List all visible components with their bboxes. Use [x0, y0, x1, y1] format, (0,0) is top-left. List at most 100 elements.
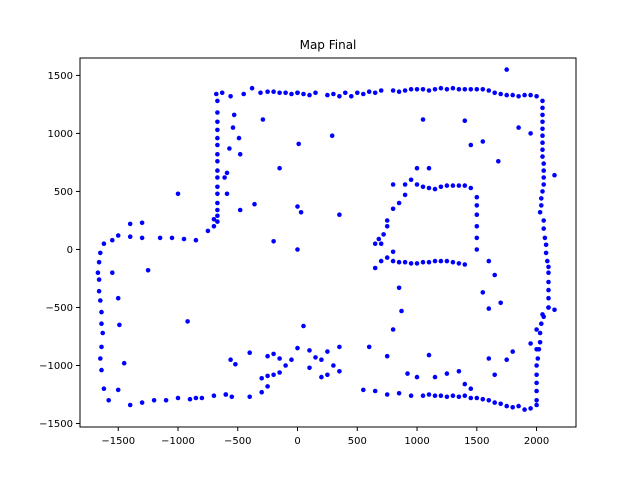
data-point: [390, 327, 396, 332]
data-point: [271, 239, 276, 244]
y-tick-label: −500: [46, 303, 73, 314]
data-point: [259, 389, 265, 395]
data-point: [426, 259, 432, 265]
data-point: [381, 232, 386, 237]
data-point: [260, 117, 266, 122]
data-point: [372, 388, 378, 394]
data-point: [295, 204, 300, 209]
data-point: [313, 355, 318, 360]
data-point: [384, 255, 390, 260]
y-tick-label: 0: [67, 245, 73, 256]
data-point: [396, 259, 402, 265]
data-point: [528, 92, 533, 98]
data-point: [106, 398, 111, 403]
data-point: [343, 90, 348, 96]
data-point: [498, 300, 504, 306]
data-point: [399, 308, 404, 314]
data-point: [372, 241, 378, 246]
data-point: [474, 395, 480, 401]
data-point: [283, 363, 288, 368]
data-point: [414, 374, 420, 380]
data-point: [539, 321, 544, 327]
data-point: [510, 405, 515, 410]
data-point: [366, 344, 372, 350]
data-point: [99, 321, 104, 327]
x-tick-label: −1000: [161, 436, 195, 447]
data-point: [139, 400, 145, 405]
data-point: [480, 87, 486, 92]
data-point: [115, 295, 121, 301]
data-point: [474, 224, 480, 229]
data-point: [516, 403, 521, 409]
data-point: [534, 388, 539, 394]
data-point: [211, 217, 217, 222]
data-point: [252, 201, 257, 207]
data-point: [546, 264, 551, 270]
data-point: [534, 363, 539, 368]
data-point: [408, 393, 414, 399]
data-point: [486, 398, 492, 403]
data-point: [237, 152, 243, 157]
x-tick-label: −500: [224, 436, 251, 447]
data-point: [414, 87, 420, 92]
data-point: [456, 261, 462, 266]
x-tick-label: 2000: [524, 436, 549, 447]
data-point: [480, 290, 486, 295]
data-point: [426, 165, 432, 171]
data-point: [534, 398, 539, 403]
data-point: [265, 373, 270, 379]
data-point: [277, 90, 282, 96]
y-axis: −1500 −1000 −500 0 500 1000 1500: [39, 71, 80, 430]
data-point: [402, 88, 408, 93]
data-point: [372, 90, 378, 96]
data-point: [486, 306, 492, 311]
data-point: [432, 186, 438, 192]
data-point: [522, 407, 527, 412]
data-point: [543, 250, 549, 256]
data-point: [331, 363, 336, 368]
data-point: [420, 184, 426, 190]
data-point: [215, 191, 220, 197]
data-point: [145, 268, 151, 273]
data-point: [329, 133, 335, 138]
data-point: [319, 357, 324, 363]
data-point: [539, 196, 544, 201]
data-point: [98, 250, 103, 256]
data-point: [552, 307, 557, 313]
data-point: [127, 402, 133, 408]
data-point: [99, 367, 104, 373]
data-point: [542, 235, 548, 241]
data-point: [199, 395, 205, 401]
data-point: [540, 119, 545, 125]
data-point: [337, 344, 342, 350]
data-point: [504, 92, 510, 98]
data-point: [378, 88, 384, 93]
data-point: [223, 392, 229, 397]
data-point: [390, 249, 396, 255]
data-point: [139, 235, 145, 241]
data-point: [438, 258, 444, 264]
data-point: [295, 90, 300, 96]
data-point: [543, 242, 549, 248]
data-point: [307, 92, 312, 98]
data-point: [541, 182, 546, 187]
data-point: [277, 356, 282, 361]
data-point: [337, 94, 342, 99]
data-point: [432, 374, 438, 380]
data-point: [432, 258, 438, 264]
data-point: [233, 362, 238, 367]
data-point: [535, 356, 541, 361]
data-point: [214, 91, 219, 97]
data-point: [405, 371, 410, 376]
data-point: [215, 159, 220, 164]
data-point: [390, 258, 396, 264]
data-point: [376, 236, 382, 242]
data-point: [100, 330, 105, 336]
data-point: [438, 184, 444, 190]
data-point: [211, 393, 217, 399]
data-point: [193, 395, 199, 401]
data-point: [541, 175, 546, 180]
data-point: [230, 125, 236, 130]
x-tick-label: 1500: [464, 436, 489, 447]
